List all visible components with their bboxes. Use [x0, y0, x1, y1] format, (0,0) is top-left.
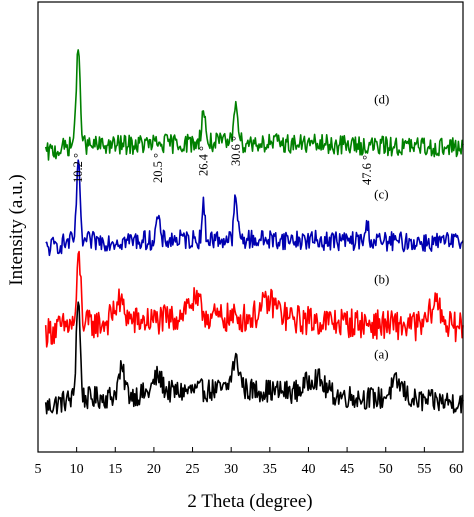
- series-line-c: [45, 159, 464, 257]
- series-line-a: [44, 301, 464, 415]
- x-tick-label: 40: [301, 462, 315, 477]
- x-tick-label: 5: [35, 462, 42, 477]
- y-axis-title: Intensity (a.u.): [6, 174, 27, 285]
- curve-label-c: (c): [374, 186, 388, 201]
- series-line-b: [44, 250, 464, 348]
- x-tick-label: 60: [449, 462, 463, 477]
- peak-annotation: 30.6 °: [229, 136, 243, 166]
- curve-label-a: (a): [374, 347, 388, 362]
- annotation-layer: 10.2 ° 20.5 ° 26.4 ° 30.6 ° 47.6 °: [71, 136, 374, 185]
- curve-label-layer: (a) (b) (c) (d): [374, 91, 389, 361]
- plot-frame: [37, 1, 464, 453]
- x-tick-label: 50: [379, 462, 393, 477]
- peak-annotation: 26.4 °: [196, 146, 210, 176]
- x-tick-label: 45: [340, 462, 354, 477]
- x-tick-label: 55: [417, 462, 431, 477]
- curve-label-b: (b): [374, 271, 389, 286]
- series-line-d: [44, 49, 464, 161]
- x-tick-label: 10: [70, 462, 84, 477]
- peak-annotation: 20.5 °: [151, 153, 165, 183]
- x-axis: 5 10 15 20 25 30 35 40 45 50 55 60: [35, 447, 464, 477]
- x-tick-label: 35: [263, 462, 277, 477]
- curve-label-d: (d): [374, 91, 389, 106]
- x-tick-label: 20: [147, 462, 161, 477]
- x-tick-label: 15: [108, 462, 122, 477]
- series-layer: [44, 49, 464, 415]
- x-tick-label: 30: [224, 462, 238, 477]
- x-tick-label: 25: [186, 462, 200, 477]
- x-axis-title: 2 Theta (degree): [187, 491, 312, 512]
- peak-annotation: 47.6 °: [360, 155, 374, 185]
- peak-annotation: 10.2 °: [71, 153, 85, 183]
